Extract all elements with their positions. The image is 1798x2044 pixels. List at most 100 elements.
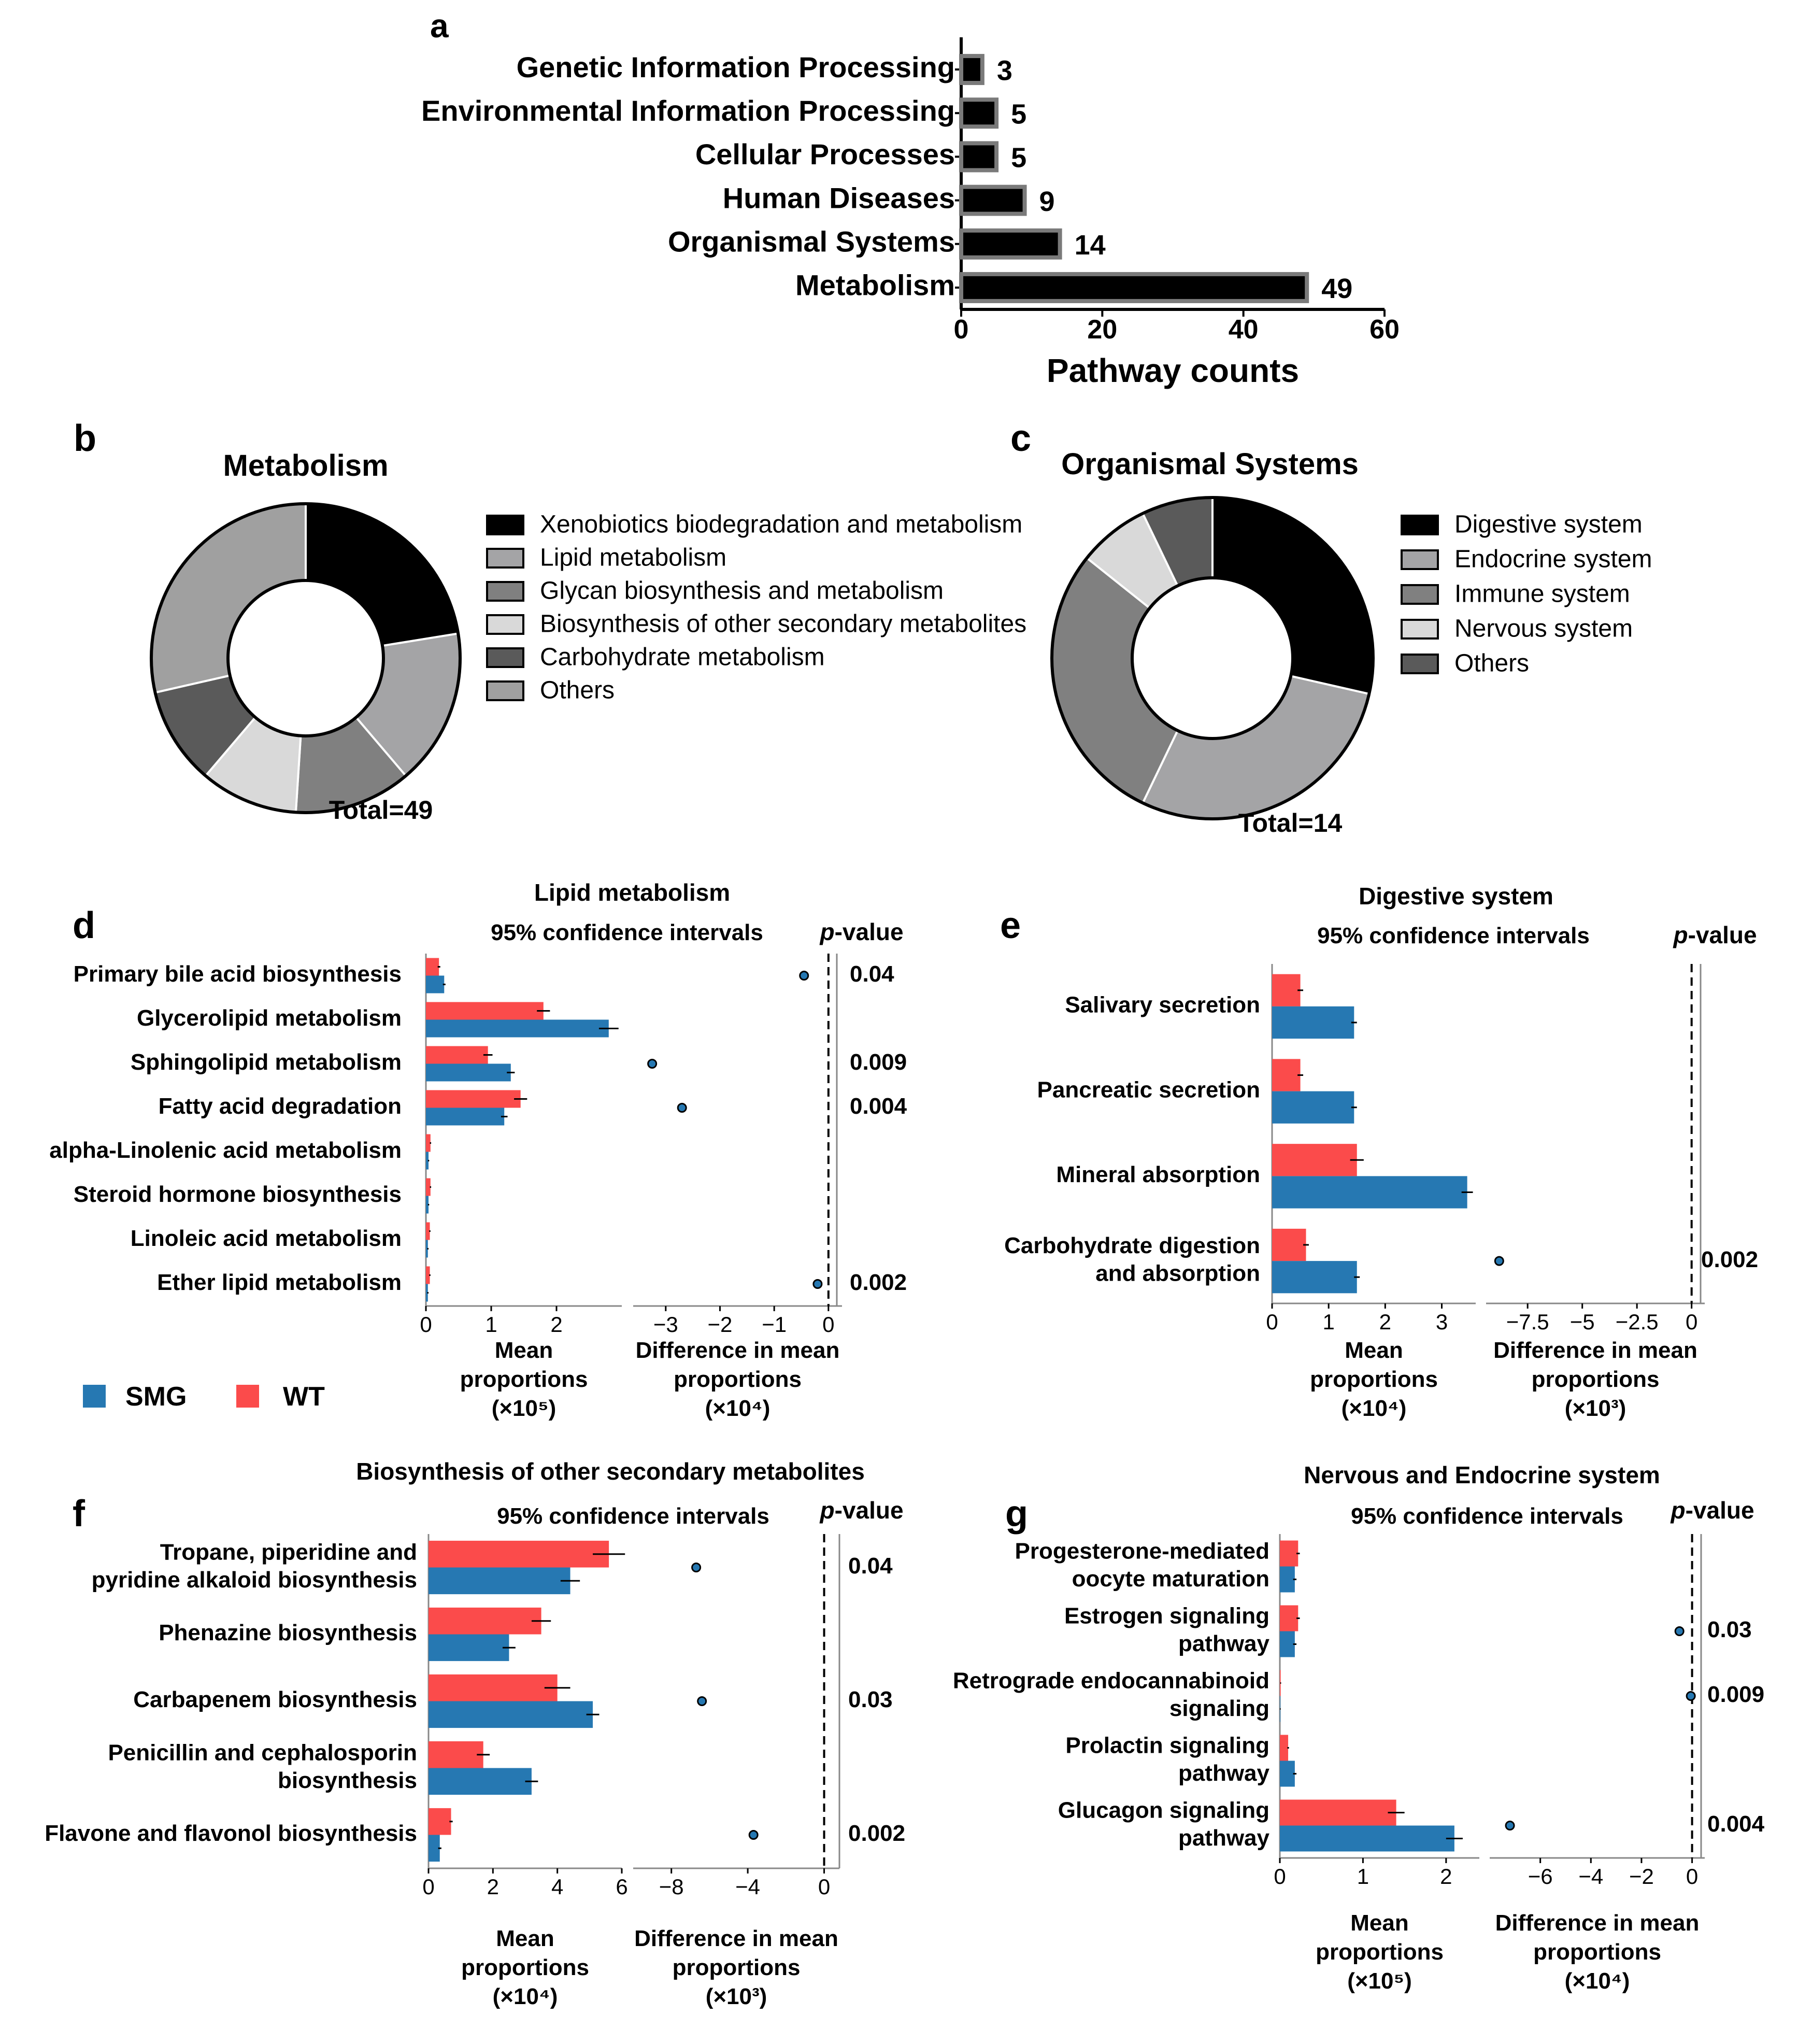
chart-title: Nervous and Endocrine system: [1304, 1461, 1660, 1488]
value-label: 5: [1011, 143, 1026, 174]
panel-label-d: d: [73, 905, 95, 946]
category-label: Glycerolipid metabolism: [137, 1005, 402, 1031]
chart-title: Biosynthesis of other secondary metaboli…: [356, 1458, 865, 1485]
panel-label-a: a: [430, 7, 449, 45]
legend-label: Digestive system: [1454, 511, 1643, 538]
bar-mark: [959, 272, 1309, 303]
mean-x-tick-label: 3: [1436, 1310, 1448, 1334]
pvalue-header-p: p: [819, 1497, 834, 1524]
bar-wt: [1272, 1228, 1306, 1261]
diff-x-tick-label: 0: [818, 1875, 830, 1899]
y-tick-label: Genetic Information Processing: [517, 51, 955, 83]
diff-x-tick-label: 0: [1686, 1310, 1697, 1334]
diff-axis-title-line-2: proportions: [1532, 1367, 1660, 1392]
mean-axis-title-line-2: proportions: [460, 1367, 588, 1392]
diff-axis-title-line-2: proportions: [673, 1955, 801, 1980]
legend-label: Xenobiotics biodegradation and metabolis…: [540, 511, 1022, 538]
category-label-line-2: pathway: [1178, 1631, 1270, 1656]
bar-smg: [429, 1634, 509, 1662]
bar-smg: [1272, 1176, 1467, 1209]
category-label: Primary bile acid biosynthesis: [74, 961, 402, 987]
category-label-line-1: Carbohydrate digestion: [1004, 1233, 1260, 1258]
panel-f-extended-error-bar: f Biosynthesis of other secondary metabo…: [45, 1458, 905, 2009]
x-tick-label: 20: [1087, 315, 1117, 345]
bar-wt: [1280, 1605, 1298, 1631]
diff-axis-title-line-1: Difference in mean: [1493, 1338, 1697, 1363]
legend-label: Others: [1454, 650, 1529, 677]
total-label: Total=14: [1238, 808, 1343, 838]
bar-wt: [426, 1178, 431, 1196]
bar-wt: [429, 1808, 451, 1835]
pvalue-label: 0.04: [850, 961, 894, 987]
diff-axis-unit: (×10³): [706, 1984, 767, 2009]
category-label: Carbapenem biosynthesis: [133, 1687, 417, 1712]
diff-x-tick-label: −7.5: [1506, 1310, 1549, 1334]
diff-x-tick-label: 0: [822, 1312, 834, 1337]
bar-wt: [426, 1134, 431, 1152]
category-label-line-1: Progesterone-mediated: [1015, 1538, 1269, 1564]
mean-axis-title-line-2: proportions: [1316, 1939, 1444, 1965]
y-tick-label: Environmental Information Processing: [421, 94, 955, 127]
legend-swatch: [486, 614, 524, 635]
diff-axis-title-line-1: Difference in mean: [1495, 1910, 1700, 1936]
bar-smg: [426, 1284, 428, 1302]
donut-outer-ring: [150, 502, 462, 814]
mean-x-tick-label: 0: [422, 1875, 434, 1899]
bar-mark: [959, 228, 1062, 260]
bar-wt: [426, 1046, 488, 1064]
category-label-line-1: Glucagon signaling: [1058, 1797, 1269, 1823]
diff-x-tick-label: −8: [659, 1875, 684, 1899]
diff-point: [647, 1059, 658, 1069]
pvalue-header: p-value: [819, 918, 903, 945]
category-label-line-2: pyridine alkaloid biosynthesis: [92, 1567, 417, 1593]
donut-inner-hole: [1131, 576, 1294, 740]
bar-smg: [429, 1567, 570, 1595]
mean-axis-unit: (×10⁵): [1347, 1968, 1412, 1994]
value-label: 3: [997, 55, 1012, 86]
legend-swatch-smg: [83, 1385, 106, 1408]
mean-axis-title-line-2: proportions: [461, 1955, 589, 1980]
x-axis-title: Pathway counts: [1047, 352, 1299, 389]
category-label-line-1: Penicillin and cephalosporin: [108, 1740, 417, 1765]
pvalue-label: 0.009: [850, 1049, 907, 1075]
chart-title: Metabolism: [223, 449, 388, 482]
category-label: Ether lipid metabolism: [157, 1270, 402, 1295]
diff-point: [1494, 1256, 1504, 1266]
category-label-line-2: pathway: [1178, 1761, 1270, 1786]
category-label: Linoleic acid metabolism: [131, 1226, 402, 1251]
legend-swatch: [1401, 515, 1439, 535]
legend-swatch: [486, 548, 524, 569]
pvalue-label: 0.04: [848, 1553, 893, 1579]
pvalue-header-rest: -value: [1688, 921, 1757, 948]
pvalue-header: p-value: [1672, 921, 1757, 948]
diff-x-tick-label: −3: [653, 1312, 678, 1337]
diff-point: [691, 1563, 702, 1572]
x-tick-label: 60: [1369, 315, 1400, 345]
bar-smg: [429, 1835, 440, 1862]
chart-title: Lipid metabolism: [534, 879, 730, 906]
mean-axis-unit: (×10⁴): [493, 1984, 558, 2009]
bar-wt: [426, 1002, 544, 1020]
bar-wt: [1280, 1799, 1396, 1826]
category-label-line-2: and absorption: [1095, 1261, 1260, 1286]
diff-x-tick-label: −2: [1629, 1864, 1654, 1889]
mean-axis-title-line-1: Mean: [495, 1338, 553, 1363]
diff-point: [748, 1830, 759, 1840]
pvalue-label: 0.002: [850, 1270, 907, 1295]
legend-label: Carbohydrate metabolism: [540, 644, 825, 671]
panel-label-f: f: [73, 1493, 85, 1535]
diff-axis-title-line-2: proportions: [674, 1367, 802, 1392]
pvalue-label: 0.004: [1707, 1811, 1765, 1837]
bar-smg: [1272, 1091, 1354, 1124]
bar-wt: [429, 1674, 558, 1701]
pvalue-label: 0.03: [848, 1687, 893, 1712]
mean-x-tick-label: 1: [485, 1312, 497, 1337]
y-tick-label: Metabolism: [795, 269, 955, 302]
bar-wt: [429, 1741, 483, 1768]
legend-swatch: [1401, 619, 1439, 640]
bar-mark: [959, 184, 1027, 216]
bar-smg: [426, 1152, 429, 1170]
bar-wt: [1272, 1144, 1357, 1176]
diff-point: [677, 1103, 687, 1113]
